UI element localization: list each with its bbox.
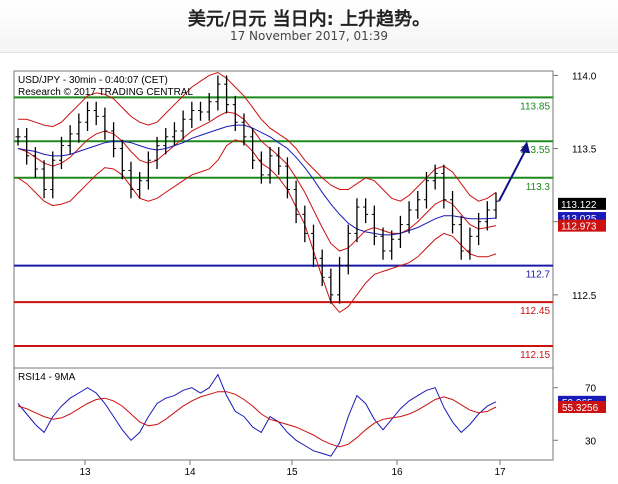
level-label: 112.15 [520, 350, 550, 361]
page-title: 美元/日元 当日内: 上升趋势。 [187, 9, 431, 30]
overlay-line [17, 124, 497, 236]
x-tick-label: 16 [391, 467, 403, 478]
overlay-line [17, 111, 497, 252]
price-y-tick-label: 114.0 [572, 71, 597, 82]
rsi-panel [13, 367, 554, 461]
rsi-badge [558, 401, 606, 414]
rsi-badge-label: 55.3256 [562, 403, 599, 414]
x-axis: 13 14 15 16 17 [79, 460, 506, 478]
projection-arrow [498, 146, 528, 202]
price-panel [13, 70, 554, 369]
rsi-chart-title: RSI14 - 9MA [18, 372, 76, 383]
level-label: 112.45 [520, 306, 550, 317]
price-badge [558, 219, 606, 232]
x-tick-label: 15 [286, 467, 298, 478]
overlay-line [18, 71, 497, 202]
rsi-series-line [17, 391, 497, 448]
level-label: 113.85 [520, 101, 550, 112]
level-label: 113.3 [526, 182, 551, 193]
page-header: 美元/日元 当日内: 上升趋势。 17 November 2017, 01:39 [0, 0, 618, 53]
rsi-series-line [17, 373, 497, 457]
rsi-layer: 703059.26555.3256 [17, 373, 606, 457]
x-tick-label: 13 [79, 467, 91, 478]
rsi-y-tick-label: 70 [585, 384, 597, 395]
x-tick-label: 14 [184, 467, 196, 478]
price-y-tick-label: 112.5 [572, 291, 597, 302]
price-layer: 114.0113.5113.0112.5113.85113.55113.3112… [14, 71, 606, 361]
projection-arrow-head [520, 141, 530, 154]
price-badge [558, 197, 606, 210]
price-chart-title: USD/JPY - 30min - 0:40:07 (CET) [18, 75, 168, 86]
price-badge-label: 112.973 [561, 222, 597, 233]
overlay-line [17, 139, 497, 314]
price-badge-label: 113.122 [561, 200, 597, 211]
level-label: 113.55 [520, 145, 550, 156]
level-label: 112.7 [526, 270, 551, 281]
rsi-y-tick-label: 30 [585, 436, 597, 447]
x-tick-label: 17 [494, 467, 506, 478]
page-subtitle: 17 November 2017, 01:39 [229, 29, 389, 43]
price-y-tick-label: 113.5 [572, 145, 597, 156]
price-chart-subtitle: Research © 2017 TRADING CENTRAL [18, 87, 193, 98]
price-badge-label: 113.025 [561, 214, 597, 225]
